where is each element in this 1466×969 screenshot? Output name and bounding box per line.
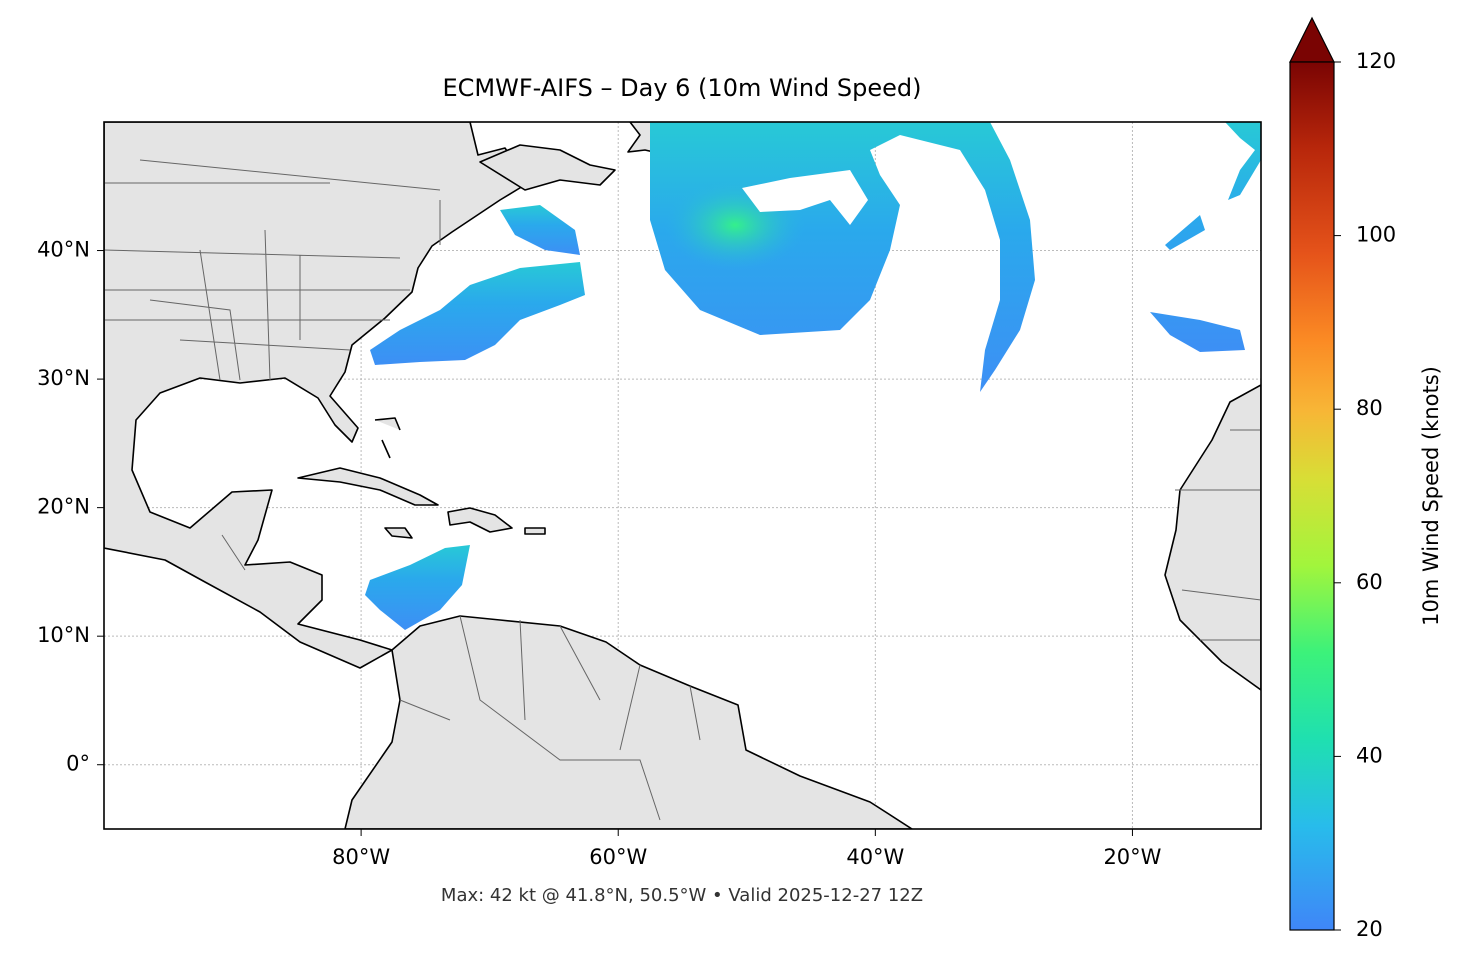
africa — [1164, 384, 1261, 691]
footer-note: Max: 42 kt @ 41.8°N, 50.5°W • Valid 2025… — [441, 885, 923, 906]
wind-area — [370, 262, 585, 365]
x-tick-label: 80°W — [332, 845, 390, 869]
colorbar-tick-label: 120 — [1356, 49, 1396, 73]
nova-scotia — [479, 144, 616, 191]
y-tick-label: 10°N — [37, 623, 90, 647]
x-tick-label: 40°W — [846, 845, 904, 869]
americas — [104, 122, 913, 829]
colorbar-scale — [1289, 61, 1335, 931]
puerto-rico — [524, 527, 546, 535]
wind-area — [500, 205, 580, 255]
colorbar: 10m Wind Speed (knots) 20 40 60 80 100 120 — [1289, 16, 1443, 941]
calm-area — [742, 170, 868, 225]
wind-area — [365, 545, 470, 630]
jamaica — [384, 527, 413, 539]
borders — [104, 159, 701, 821]
y-tick-label: 40°N — [37, 238, 90, 262]
map-title: ECMWF-AIFS – Day 6 (10m Wind Speed) — [442, 74, 921, 102]
colorbar-extend — [1289, 16, 1335, 63]
y-tick-label: 30°N — [37, 366, 90, 390]
y-tick-label: 0° — [66, 752, 90, 776]
colorbar-tick-label: 100 — [1356, 223, 1396, 247]
hispaniola — [447, 507, 513, 533]
africa-borders — [1175, 429, 1261, 641]
colorbar-tick-label: 80 — [1356, 396, 1383, 420]
colorbar-tick-label: 20 — [1356, 917, 1383, 941]
map-frame — [103, 121, 1262, 830]
colorbar-tick-label: 60 — [1356, 570, 1383, 594]
map-body — [104, 122, 1261, 829]
wind-area — [1150, 122, 1261, 352]
bahamas — [374, 417, 401, 459]
colorbar-tick-label: 40 — [1356, 743, 1383, 767]
x-tick-label: 60°W — [589, 845, 647, 869]
colorbar-label: 10m Wind Speed (knots) — [1419, 366, 1443, 626]
cuba — [297, 467, 439, 506]
x-tick-label: 20°W — [1103, 845, 1161, 869]
y-tick-label: 20°N — [37, 495, 90, 519]
